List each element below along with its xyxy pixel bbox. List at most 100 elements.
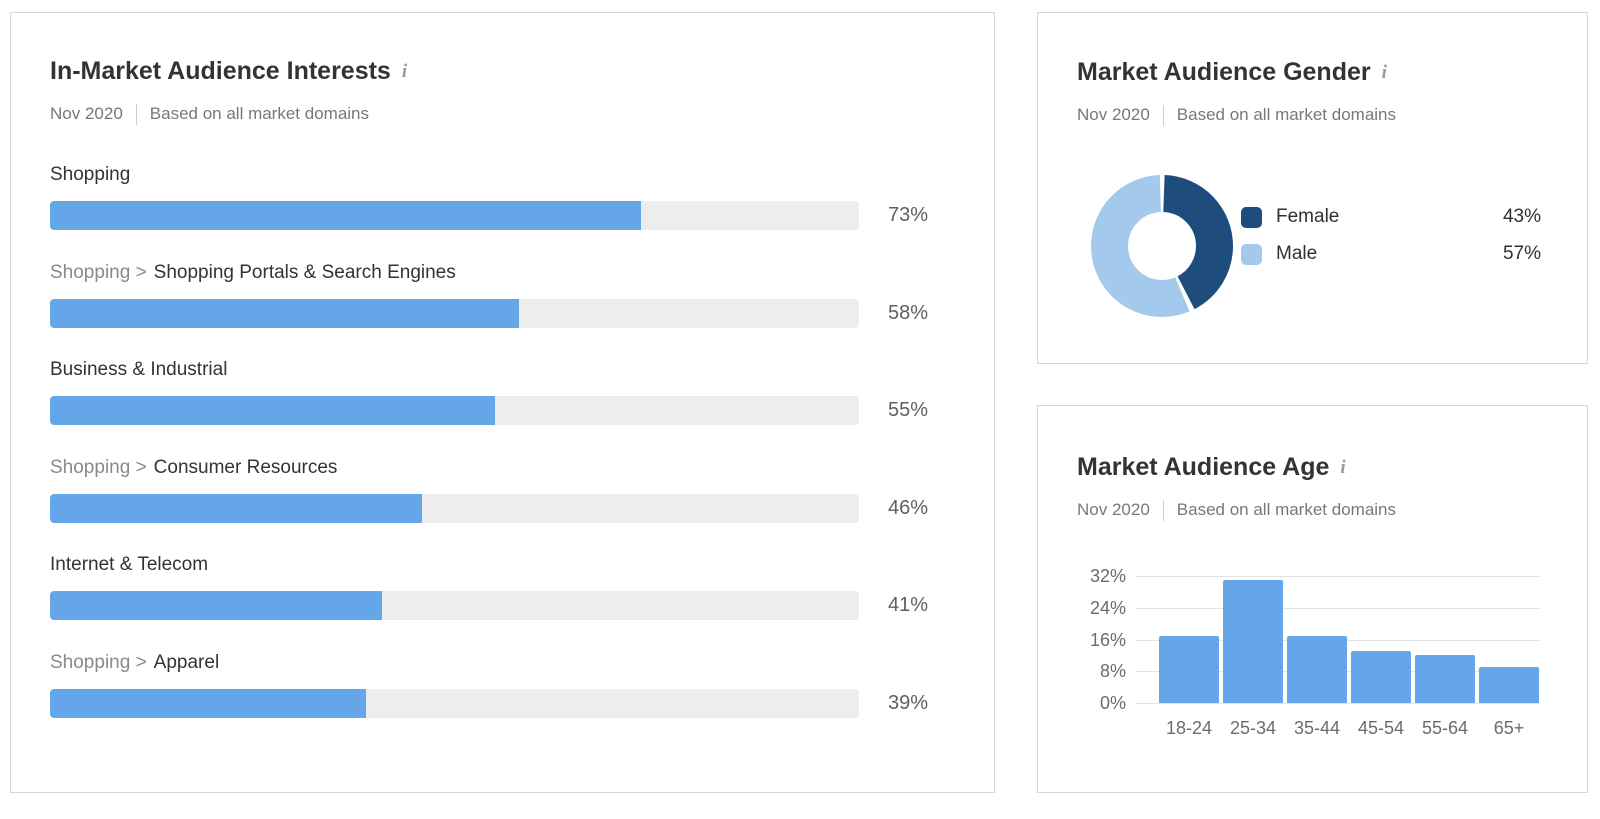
legend-swatch-male xyxy=(1241,243,1262,265)
age-title-row: Market Audience Age i xyxy=(1077,451,1557,484)
interest-bar-track xyxy=(50,688,859,718)
interest-bar-value: 73% xyxy=(887,204,928,226)
interest-bar-line: 46% xyxy=(50,493,928,523)
gender-title-row: Market Audience Gender i xyxy=(1077,56,1557,89)
interest-row: Internet & Telecom 41% xyxy=(50,552,928,650)
interest-label: Internet & Telecom xyxy=(50,552,928,578)
gender-title: Market Audience Gender xyxy=(1077,58,1371,86)
interest-bar-line: 39% xyxy=(50,688,928,718)
interest-row: Shopping 73% xyxy=(50,162,928,260)
age-bar-55-64[interactable] xyxy=(1415,655,1475,703)
interests-title-row: In-Market Audience Interests i xyxy=(50,55,964,88)
interest-bar-line: 73% xyxy=(50,201,928,230)
interest-bar-fill[interactable] xyxy=(50,396,495,426)
info-icon[interactable]: i xyxy=(401,61,408,82)
age-header: Market Audience Age i Nov 2020 Based on a… xyxy=(1077,451,1557,521)
interest-bar-line: 58% xyxy=(50,298,928,328)
interests-card: In-Market Audience Interests i Nov 2020 B… xyxy=(10,12,995,793)
interest-bar-fill[interactable] xyxy=(50,298,520,328)
age-ytick: 0% xyxy=(1099,693,1126,713)
interest-row: Business & Industrial 55% xyxy=(50,357,928,455)
gender-slice-male[interactable] xyxy=(1091,175,1233,317)
interest-label: Shopping > Consumer Resources xyxy=(50,455,928,481)
interest-label: Shopping > Shopping Portals & Search Engi… xyxy=(50,260,928,286)
scope-label: Based on all market domains xyxy=(149,104,370,123)
interest-bar-fill[interactable] xyxy=(50,688,366,718)
age-xtick: 45-54 xyxy=(1357,718,1405,738)
age-subtitle: Nov 2020 Based on all market domains xyxy=(1077,499,1557,521)
interest-bar-line: 41% xyxy=(50,591,928,621)
scope-label: Based on all market domains xyxy=(1176,500,1397,519)
gender-slice-female[interactable] xyxy=(1091,175,1233,317)
interest-bar-fill[interactable] xyxy=(50,591,382,621)
date-label: Nov 2020 xyxy=(1077,500,1150,519)
age-ytick: 8% xyxy=(1099,661,1126,682)
age-bar-25-34[interactable] xyxy=(1223,579,1283,703)
age-xtick: 35-44 xyxy=(1293,718,1341,738)
interest-bar-value: 55% xyxy=(887,399,928,422)
interest-row: Shopping > Apparel 39% xyxy=(50,650,928,748)
interests-subtitle: Nov 2020 Based on all market domains xyxy=(50,103,964,125)
age-bar-18-24[interactable] xyxy=(1159,635,1219,703)
interest-row: Shopping > Consumer Resources 46% xyxy=(50,455,928,553)
age-gridline xyxy=(1136,576,1540,577)
age-bar-65+[interactable] xyxy=(1479,667,1539,703)
interest-bar-value: 46% xyxy=(887,496,928,519)
interests-header: In-Market Audience Interests i Nov 2020 B… xyxy=(50,55,964,125)
age-bar-45-54[interactable] xyxy=(1351,651,1411,703)
legend-value: 57% xyxy=(1502,243,1541,264)
interest-label: Business & Industrial xyxy=(50,357,928,383)
interest-bar-fill[interactable] xyxy=(50,201,641,230)
subtitle-divider xyxy=(1162,104,1164,126)
age-bar-chart: 32% 24% 16% 8% 0% 18-24 25-34 35-44 45-54 55-64 65… xyxy=(1090,566,1540,738)
interest-label-text: Internet & Telecom xyxy=(50,554,209,576)
age-ytick: 32% xyxy=(1089,566,1126,586)
interest-bar-value: 41% xyxy=(887,594,928,617)
interest-label-prefix: Shopping > xyxy=(50,261,147,283)
age-title: Market Audience Age xyxy=(1077,453,1330,481)
interest-bar-fill[interactable] xyxy=(50,493,423,523)
age-xtick: 65+ xyxy=(1493,718,1525,738)
interest-bar-track xyxy=(50,591,859,621)
gender-legend: Female 43% Male 57% xyxy=(1241,206,1541,280)
interests-bar-list: Shopping 73% Shopping > Shopping Portals & … xyxy=(50,162,928,748)
interest-label-text: Business & Industrial xyxy=(50,359,228,381)
gender-subtitle: Nov 2020 Based on all market domains xyxy=(1077,104,1557,126)
info-icon[interactable]: i xyxy=(1340,457,1346,478)
interest-bar-track xyxy=(50,396,859,426)
age-card: Market Audience Age i Nov 2020 Based on a… xyxy=(1037,405,1588,793)
legend-label: Male xyxy=(1276,243,1318,264)
interest-label-text: Apparel xyxy=(153,651,220,673)
gender-donut-svg xyxy=(1091,175,1233,317)
age-bar-35-44[interactable] xyxy=(1287,635,1347,703)
interest-label-prefix: Shopping > xyxy=(50,651,147,673)
interest-bar-track xyxy=(50,298,859,328)
interest-label-text: Shopping Portals & Search Engines xyxy=(153,261,456,283)
info-icon[interactable]: i xyxy=(1381,62,1387,83)
interest-bar-track xyxy=(50,493,859,523)
legend-label: Female xyxy=(1276,206,1340,227)
age-xtick: 55-64 xyxy=(1421,718,1469,738)
age-ytick: 24% xyxy=(1089,597,1126,618)
age-xtick: 18-24 xyxy=(1165,718,1213,738)
date-label: Nov 2020 xyxy=(1077,105,1150,124)
interest-label-text: Shopping xyxy=(50,164,131,185)
age-xtick: 25-34 xyxy=(1229,718,1277,738)
interest-bar-value: 39% xyxy=(887,691,928,714)
legend-value: 43% xyxy=(1502,206,1541,227)
interest-label: Shopping xyxy=(50,162,928,188)
interest-label-text: Consumer Resources xyxy=(153,456,338,478)
interest-bar-track xyxy=(50,201,859,230)
subtitle-divider xyxy=(1162,499,1164,521)
scope-label: Based on all market domains xyxy=(1176,105,1397,124)
age-ytick: 16% xyxy=(1089,629,1126,650)
interests-title: In-Market Audience Interests xyxy=(50,57,391,85)
interest-label-prefix: Shopping > xyxy=(50,456,147,478)
interest-row: Shopping > Shopping Portals & Search Engi… xyxy=(50,260,928,358)
gender-card: Market Audience Gender i Nov 2020 Based o… xyxy=(1037,12,1588,364)
gender-donut-chart xyxy=(1091,175,1233,322)
date-label: Nov 2020 xyxy=(50,104,123,123)
legend-row-male: Male 57% xyxy=(1241,243,1541,265)
gender-header: Market Audience Gender i Nov 2020 Based o… xyxy=(1077,56,1557,126)
